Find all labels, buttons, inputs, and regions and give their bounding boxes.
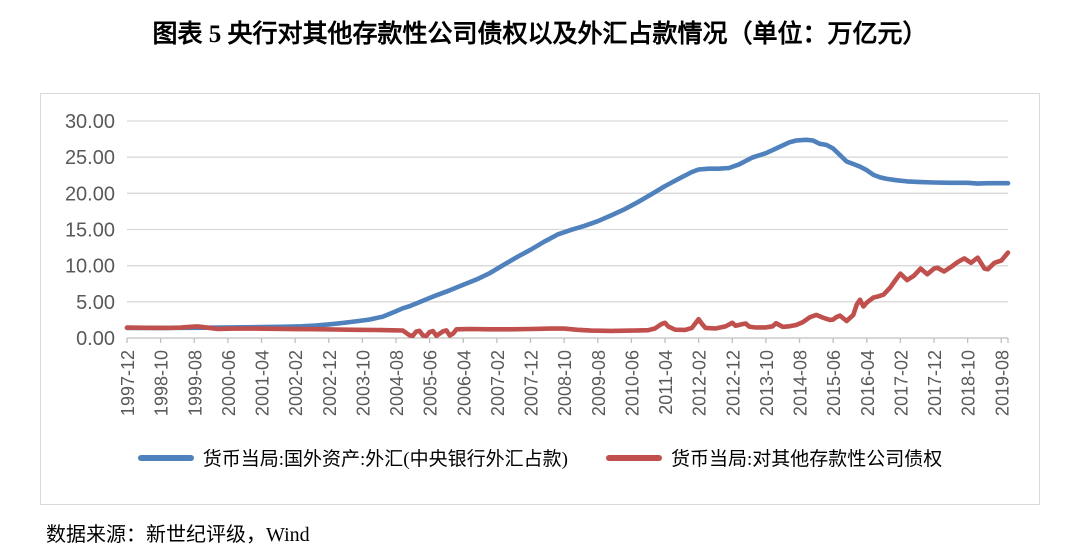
claims-line-sample-icon bbox=[605, 454, 662, 461]
x-tick-label: 2019-08 bbox=[992, 350, 1012, 416]
x-tick-label: 2004-08 bbox=[387, 350, 407, 416]
legend-item-fx: 货币当局:国外资产:外汇(中央银行外汇占款) bbox=[137, 444, 568, 471]
x-tick-label: 2015-06 bbox=[824, 350, 844, 416]
x-tick-label: 2002-02 bbox=[286, 350, 306, 416]
x-tick-label: 2010-06 bbox=[622, 350, 642, 416]
x-tick-label: 2006-04 bbox=[454, 350, 474, 416]
x-tick-label: 2017-02 bbox=[891, 350, 911, 416]
x-tick-label: 2000-06 bbox=[219, 350, 239, 416]
legend-label-claims: 货币当局:对其他存款性公司债权 bbox=[670, 449, 943, 470]
x-tick-label: 2008-10 bbox=[555, 350, 575, 416]
x-tick-label: 1997-12 bbox=[118, 350, 138, 416]
x-tick-label: 2002-12 bbox=[320, 350, 340, 416]
plot-frame bbox=[40, 93, 1040, 505]
legend: 货币当局:国外资产:外汇(中央银行外汇占款) 货币当局:对其他存款性公司债权 bbox=[40, 444, 1040, 471]
x-tick-label: 2016-04 bbox=[858, 350, 878, 416]
x-tick-label: 2009-08 bbox=[589, 350, 609, 416]
x-tick-label: 2018-10 bbox=[959, 350, 979, 416]
x-tick-label: 2012-12 bbox=[723, 350, 743, 416]
x-tick-label: 1999-08 bbox=[185, 350, 205, 416]
x-tick-label: 2012-02 bbox=[690, 350, 710, 416]
y-tick-label: 25.00 bbox=[65, 147, 115, 169]
x-tick-label: 2017-12 bbox=[925, 350, 945, 416]
y-tick-label: 30.00 bbox=[65, 111, 115, 133]
data-source-note: 数据来源：新世纪评级，Wind bbox=[46, 524, 310, 546]
y-tick-label: 20.00 bbox=[65, 183, 115, 205]
y-tick-label: 5.00 bbox=[76, 292, 115, 314]
chart-title: 图表 5 央行对其他存款性公司债权以及外汇占款情况（单位：万亿元） bbox=[152, 21, 928, 48]
x-tick-label: 2001-04 bbox=[253, 350, 273, 416]
x-tick-label: 2007-12 bbox=[522, 350, 542, 416]
series-line-claims bbox=[124, 250, 1011, 339]
legend-item-claims: 货币当局:对其他存款性公司债权 bbox=[605, 444, 943, 471]
x-tick-label: 2007-02 bbox=[488, 350, 508, 416]
x-tick-label: 2011-04 bbox=[656, 350, 676, 415]
x-tick-label: 2013-10 bbox=[757, 350, 777, 416]
series-line-fx bbox=[124, 137, 1011, 331]
y-tick-label: 0.00 bbox=[76, 328, 115, 350]
x-tick-label: 2003-10 bbox=[353, 350, 373, 416]
fx-line-sample-icon bbox=[137, 454, 194, 461]
x-tick-label: 2005-06 bbox=[421, 350, 441, 416]
legend-label-fx: 货币当局:国外资产:外汇(中央银行外汇占款) bbox=[202, 449, 568, 470]
y-tick-label: 15.00 bbox=[65, 220, 115, 242]
x-tick-label: 2014-08 bbox=[791, 350, 811, 416]
y-tick-label: 10.00 bbox=[65, 256, 115, 278]
x-tick-label: 1998-10 bbox=[152, 350, 172, 416]
